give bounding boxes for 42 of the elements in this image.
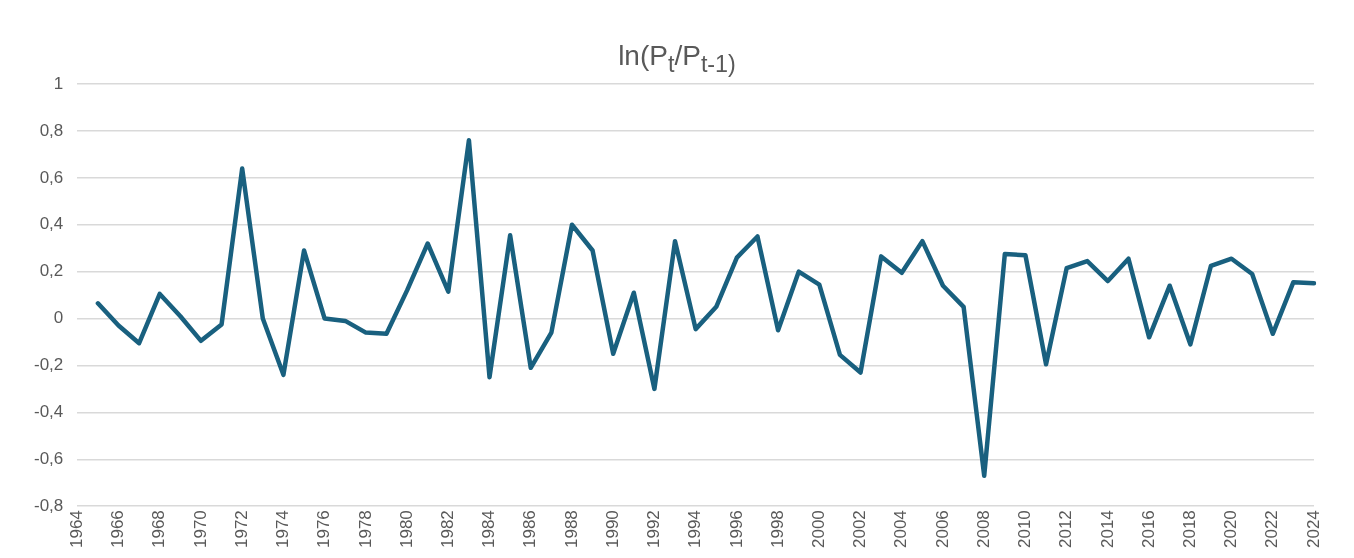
x-tick-label: 2020 [1221,510,1241,549]
y-tick-label: 0,8 [39,120,64,140]
x-tick-label: 1988 [561,510,581,549]
x-tick-label: 1990 [602,510,622,549]
y-tick-label: -0,2 [34,355,64,375]
y-tick-label: 0,2 [39,261,64,281]
chart-title: ln(P$_{t}$/P$_{t-1)}$ [618,40,736,77]
x-tick-label: 1986 [520,510,540,549]
x-tick-label: 1972 [231,510,251,549]
x-tick-label: 2018 [1180,510,1200,549]
x-tick-label: 1998 [767,510,787,549]
x-tick-label: 1968 [149,510,169,549]
y-tick-label: 0,6 [39,167,64,187]
x-tick-label: 2022 [1262,510,1282,549]
x-tick-label: 1992 [644,510,664,549]
y-tick-label: -0,6 [34,448,64,468]
x-tick-label: 2004 [891,510,911,549]
y-tick-label: -0,8 [34,495,64,515]
x-tick-label: 2014 [1097,510,1117,549]
x-tick-label: 2012 [1056,510,1076,549]
x-tick-label: 2024 [1303,510,1323,549]
x-tick-label: 2006 [932,510,952,549]
y-tick-label: 0,4 [39,214,64,234]
y-tick-label: 1 [53,73,64,93]
x-tick-label: 1970 [190,510,210,549]
x-tick-label: 2010 [1015,510,1035,549]
x-tick-label: 1976 [314,510,334,549]
x-tick-label: 1978 [355,510,375,549]
x-tick-label: 1984 [479,510,499,549]
y-tick-label: 0 [53,308,64,328]
x-tick-label: 1982 [437,510,457,549]
x-tick-label: 2016 [1138,510,1158,549]
x-tick-label: 1966 [108,510,128,549]
x-tick-label: 1996 [726,510,746,549]
x-tick-label: 1964 [66,510,86,549]
x-tick-label: 2008 [973,510,993,549]
x-tick-label: 1980 [396,510,416,549]
x-tick-label: 2000 [809,510,828,549]
x-tick-label: 2002 [850,510,870,549]
y-tick-label: -0,4 [34,402,64,422]
x-tick-label: 1974 [273,510,293,549]
x-tick-label: 1994 [685,510,705,549]
